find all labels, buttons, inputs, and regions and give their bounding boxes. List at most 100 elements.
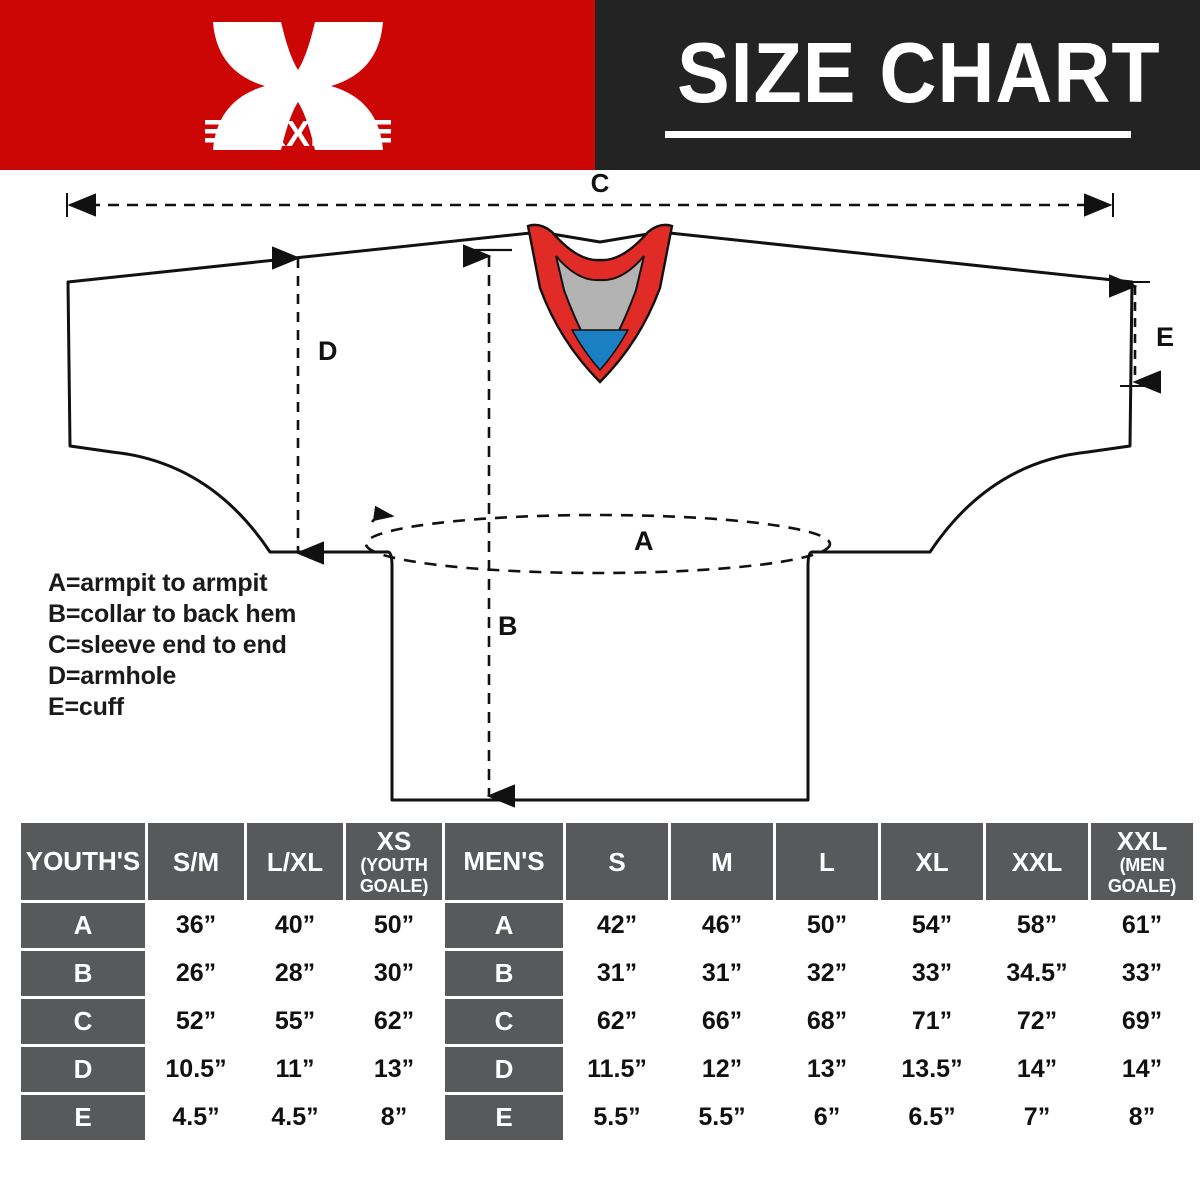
- measurement-cell-men: 54”: [881, 903, 983, 948]
- measurement-cell-men: 11.5”: [566, 1047, 668, 1092]
- size-name: XL: [915, 846, 949, 877]
- measurement-cell-men: 33”: [881, 951, 983, 996]
- header-title-panel: SIZE CHART: [595, 0, 1200, 170]
- measurement-cell-men: 62”: [566, 999, 668, 1044]
- measurement-cell-youth: 40”: [247, 903, 343, 948]
- row-label-men: B: [445, 951, 563, 996]
- row-label-youth: C: [21, 999, 145, 1044]
- size-name: M: [711, 846, 733, 877]
- size-name: L: [819, 846, 835, 877]
- row-label-men: D: [445, 1047, 563, 1092]
- header-youths: YOUTH'S: [21, 823, 145, 900]
- measure-a-group: A: [364, 505, 832, 575]
- measurement-cell-men: 66”: [671, 999, 773, 1044]
- row-label-youth: D: [21, 1047, 145, 1092]
- measurement-cell-men: 71”: [881, 999, 983, 1044]
- measurement-cell-youth: 55”: [247, 999, 343, 1044]
- size-name: S: [608, 846, 626, 877]
- measurement-cell-men: 13.5”: [881, 1047, 983, 1092]
- header-men-size: M: [671, 823, 773, 900]
- measurement-cell-men: 31”: [671, 951, 773, 996]
- measurement-cell-youth: 11”: [247, 1047, 343, 1092]
- page-header: KXK SIZE CHART: [0, 0, 1200, 170]
- table-row: C 52” 55” 62” C 62” 66” 68” 71” 72” 69”: [21, 999, 1193, 1044]
- measure-c-label: C: [591, 170, 610, 198]
- row-label-men: A: [445, 903, 563, 948]
- measure-e-label: E: [1156, 322, 1174, 352]
- row-label-youth: B: [21, 951, 145, 996]
- measurement-cell-men: 13”: [776, 1047, 878, 1092]
- measure-d-label: D: [318, 336, 338, 366]
- size-name: XXL: [1011, 846, 1063, 877]
- measurement-cell-youth: 62”: [346, 999, 442, 1044]
- legend-line-b: B=collar to back hem: [48, 600, 297, 628]
- measurement-cell-men: 69”: [1091, 999, 1193, 1044]
- measure-c-group: C: [66, 170, 1114, 217]
- measurement-cell-youth: 4.5”: [148, 1095, 244, 1140]
- measure-b-label: B: [498, 611, 518, 641]
- measurement-cell-men: 42”: [566, 903, 668, 948]
- measurement-cell-youth: 50”: [346, 903, 442, 948]
- measurement-cell-men: 6.5”: [881, 1095, 983, 1140]
- measurement-cell-men: 61”: [1091, 903, 1193, 948]
- legend-line-c: C=sleeve end to end: [48, 631, 287, 659]
- size-qualifier: (MEN GOALE): [1107, 854, 1177, 896]
- header-men-size: XL: [881, 823, 983, 900]
- measurement-cell-men: 72”: [986, 999, 1088, 1044]
- size-name: XS: [376, 825, 412, 856]
- measurement-cell-youth: 52”: [148, 999, 244, 1044]
- measure-e-group: E: [1109, 274, 1174, 394]
- measurement-cell-men: 34.5”: [986, 951, 1088, 996]
- header-youth-size: S/M: [148, 823, 244, 900]
- header-men-size: XXL: [986, 823, 1088, 900]
- legend-line-d: D=armhole: [48, 662, 177, 690]
- jersey-collar: [526, 223, 674, 384]
- collar-accent-triangle: [570, 329, 630, 372]
- size-name: S/M: [172, 846, 220, 877]
- legend-line-a: A=armpit to armpit: [48, 569, 268, 597]
- measure-a-label: A: [634, 526, 654, 556]
- measure-b-group: B: [463, 244, 518, 808]
- measurement-cell-men: 14”: [986, 1047, 1088, 1092]
- measurement-cell-youth: 8”: [346, 1095, 442, 1140]
- header-brand-panel: KXK: [0, 0, 595, 170]
- row-label-youth: A: [21, 903, 145, 948]
- measurement-cell-men: 6”: [776, 1095, 878, 1140]
- measurement-cell-youth: 26”: [148, 951, 244, 996]
- measurement-legend: A=armpit to armpit B=collar to back hem …: [48, 568, 296, 723]
- measurement-cell-men: 14”: [1091, 1047, 1193, 1092]
- measurement-cell-men: 12”: [671, 1047, 773, 1092]
- header-men-size: S: [566, 823, 668, 900]
- measurement-cell-men: 50”: [776, 903, 878, 948]
- size-qualifier: (YOUTH GOALE): [359, 854, 429, 896]
- size-name: L/XL: [266, 846, 324, 877]
- header-men-size: XXL (MEN GOALE): [1091, 823, 1193, 900]
- header-youth-size: L/XL: [247, 823, 343, 900]
- header-mens: MEN'S: [445, 823, 563, 900]
- table-row: B 26” 28” 30” B 31” 31” 32” 33” 34.5” 33”: [21, 951, 1193, 996]
- header-men-size: L: [776, 823, 878, 900]
- size-chart-table: YOUTH'S S/M L/XL XS (YOUTH GOALE) MEN'S S M L XL X…: [18, 820, 1196, 1143]
- table-header-row: YOUTH'S S/M L/XL XS (YOUTH GOALE) MEN'S S M L XL X…: [21, 823, 1193, 900]
- measurement-cell-youth: 28”: [247, 951, 343, 996]
- title-underline-rule: [665, 131, 1131, 138]
- kxk-hourglass-logo: [203, 10, 393, 160]
- measurement-cell-youth: 13”: [346, 1047, 442, 1092]
- measurement-cell-youth: 30”: [346, 951, 442, 996]
- measure-d-group: D: [272, 246, 338, 565]
- row-label-men: C: [445, 999, 563, 1044]
- table-row: D 10.5” 11” 13” D 11.5” 12” 13” 13.5” 14” 14”: [21, 1047, 1193, 1092]
- row-label-men: E: [445, 1095, 563, 1140]
- measurement-cell-men: 7”: [986, 1095, 1088, 1140]
- measurement-cell-youth: 36”: [148, 903, 244, 948]
- measurement-cell-men: 33”: [1091, 951, 1193, 996]
- table-row: E 4.5” 4.5” 8” E 5.5” 5.5” 6” 6.5” 7” 8”: [21, 1095, 1193, 1140]
- header-youth-size: XS (YOUTH GOALE): [346, 823, 442, 900]
- table-row: A 36” 40” 50” A 42” 46” 50” 54” 58” 61”: [21, 903, 1193, 948]
- measurement-cell-men: 46”: [671, 903, 773, 948]
- measurement-cell-men: 8”: [1091, 1095, 1193, 1140]
- kxk-wordmark: KXK: [204, 113, 391, 152]
- brand-text: KXK: [259, 113, 335, 152]
- page-title: SIZE CHART: [677, 26, 1161, 121]
- measurement-cell-men: 5.5”: [566, 1095, 668, 1140]
